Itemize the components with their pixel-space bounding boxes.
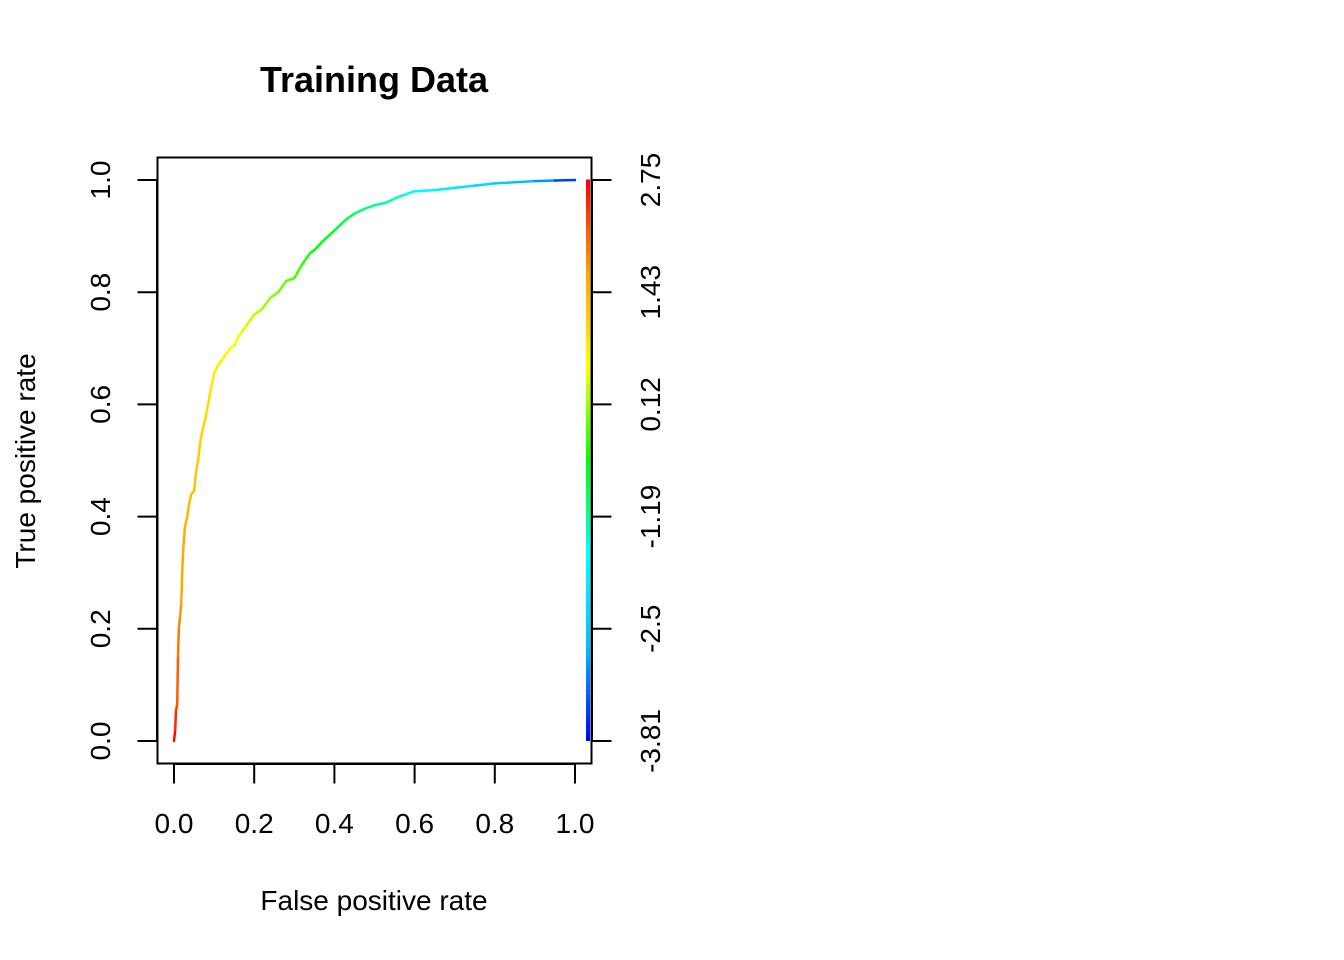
roc-curve-segment	[373, 201, 388, 207]
roc-curve-segment	[179, 554, 185, 605]
roc-curve-segment	[208, 372, 216, 395]
x-axis: 0.0 0.2 0.4 0.6 0.8 1.0	[155, 763, 595, 839]
roc-curve-segment	[513, 179, 537, 184]
roc-curve-segment	[473, 182, 497, 187]
x-tick-label: 1.0	[556, 808, 595, 839]
y-tick-label: 0.4	[85, 497, 116, 536]
roc-curve-segment	[204, 391, 212, 417]
y-tick-label: 1.0	[85, 161, 116, 200]
roc-curve-segment	[181, 526, 187, 558]
roc-curve-segment	[196, 442, 202, 462]
y-axis-label: True positive rate	[10, 353, 41, 568]
colorbar-tick-label: 1.43	[635, 265, 666, 320]
y-tick-label: 0.8	[85, 273, 116, 312]
y-tick-label: 0.2	[85, 609, 116, 648]
chart-title: Training Data	[260, 59, 489, 100]
roc-curve-segment	[453, 184, 476, 190]
roc-curve-segment	[385, 195, 400, 204]
roc-curve-segment	[200, 414, 208, 434]
roc-curve	[172, 178, 577, 743]
roc-curve-segment	[413, 188, 436, 193]
roc-curve-segment	[173, 708, 178, 732]
roc-curve-segment	[172, 728, 177, 743]
roc-curve-segment	[244, 313, 256, 328]
colorbar-axis: -3.81 -2.5 -1.19 0.12 1.43 2.75	[591, 153, 666, 773]
roc-curve-segment	[252, 307, 264, 316]
roc-curve-segment	[365, 203, 376, 210]
roc-curve-segment	[533, 179, 557, 183]
y-tick-label: 0.0	[85, 722, 116, 761]
roc-curve-segment	[178, 602, 183, 619]
roc-curve-segment	[187, 492, 193, 507]
roc-curve-segment	[212, 363, 220, 375]
roc-curve-segment	[277, 279, 288, 294]
roc-curve-segment	[198, 431, 204, 445]
roc-curve-segment	[185, 504, 191, 518]
roc-curve-segment	[293, 262, 304, 280]
roc-curve-segment	[268, 290, 280, 300]
colorbar-tick-label: -2.5	[635, 605, 666, 653]
roc-curve-segment	[192, 470, 198, 493]
roc-curve-segment	[176, 627, 181, 659]
colorbar-tick-label: 0.12	[635, 377, 666, 432]
y-axis: 0.0 0.2 0.4 0.6 0.8 1.0	[85, 161, 158, 761]
colorbar-tick-label: -3.81	[635, 709, 666, 773]
roc-curve-segment	[433, 186, 456, 192]
roc-curve-segment	[353, 206, 368, 215]
roc-curve-segment	[493, 180, 517, 185]
roc-curve-segment	[260, 296, 272, 311]
roc-curve-segment	[313, 240, 324, 252]
x-tick-label: 0.2	[235, 808, 274, 839]
x-tick-label: 0.8	[475, 808, 514, 839]
roc-curve-segment	[194, 459, 200, 473]
plot-frame	[156, 156, 593, 765]
colorbar-tick-label: 2.75	[635, 153, 666, 208]
x-tick-label: 0.0	[155, 808, 194, 839]
roc-curve-segment	[333, 218, 348, 232]
roc-curve-segment	[345, 212, 356, 221]
x-tick-label: 0.4	[315, 808, 354, 839]
colorbar-tick-label: -1.19	[635, 485, 666, 549]
roc-curve-segment	[553, 178, 577, 182]
roc-curve-segment	[405, 189, 416, 196]
y-tick-label: 0.6	[85, 385, 116, 424]
roc-curve-segment	[321, 229, 336, 243]
roc-curve-segment	[285, 276, 296, 283]
roc-curve-segment	[177, 616, 182, 631]
x-tick-label: 0.6	[395, 808, 434, 839]
roc-curve-segment	[175, 655, 180, 706]
roc-curve-segment	[232, 335, 240, 347]
roc-curve-segment	[397, 192, 408, 199]
x-axis-label: False positive rate	[260, 885, 487, 916]
